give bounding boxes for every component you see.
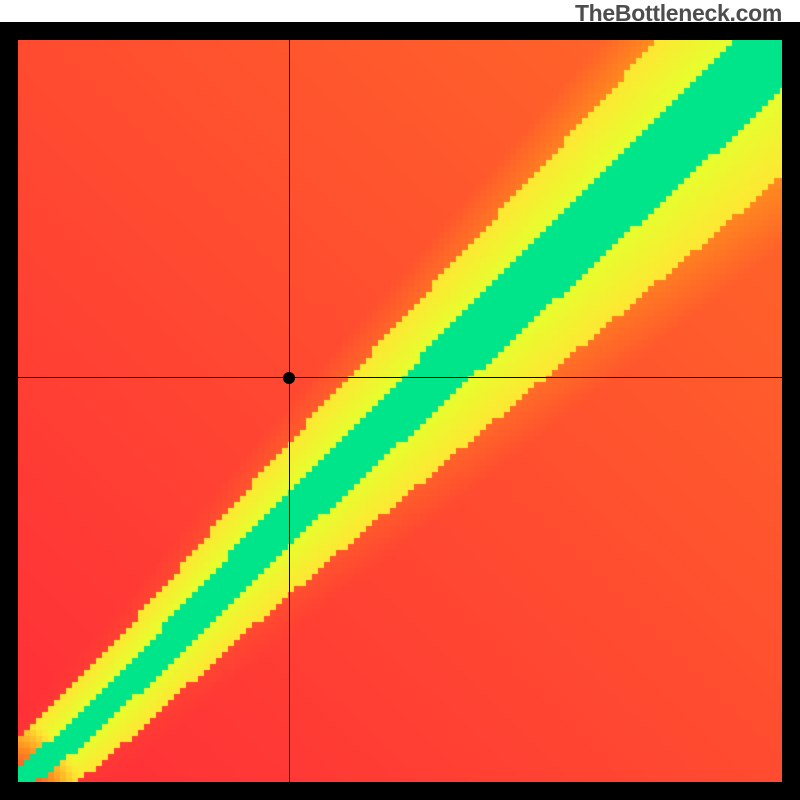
heatmap-canvas [18,40,782,782]
crosshair-marker [283,372,295,384]
chart-frame [0,22,800,800]
crosshair-vertical [289,40,290,782]
plot-area [18,40,782,782]
crosshair-horizontal [18,377,782,378]
chart-container: { "chart": { "type": "heatmap", "source_… [0,0,800,800]
